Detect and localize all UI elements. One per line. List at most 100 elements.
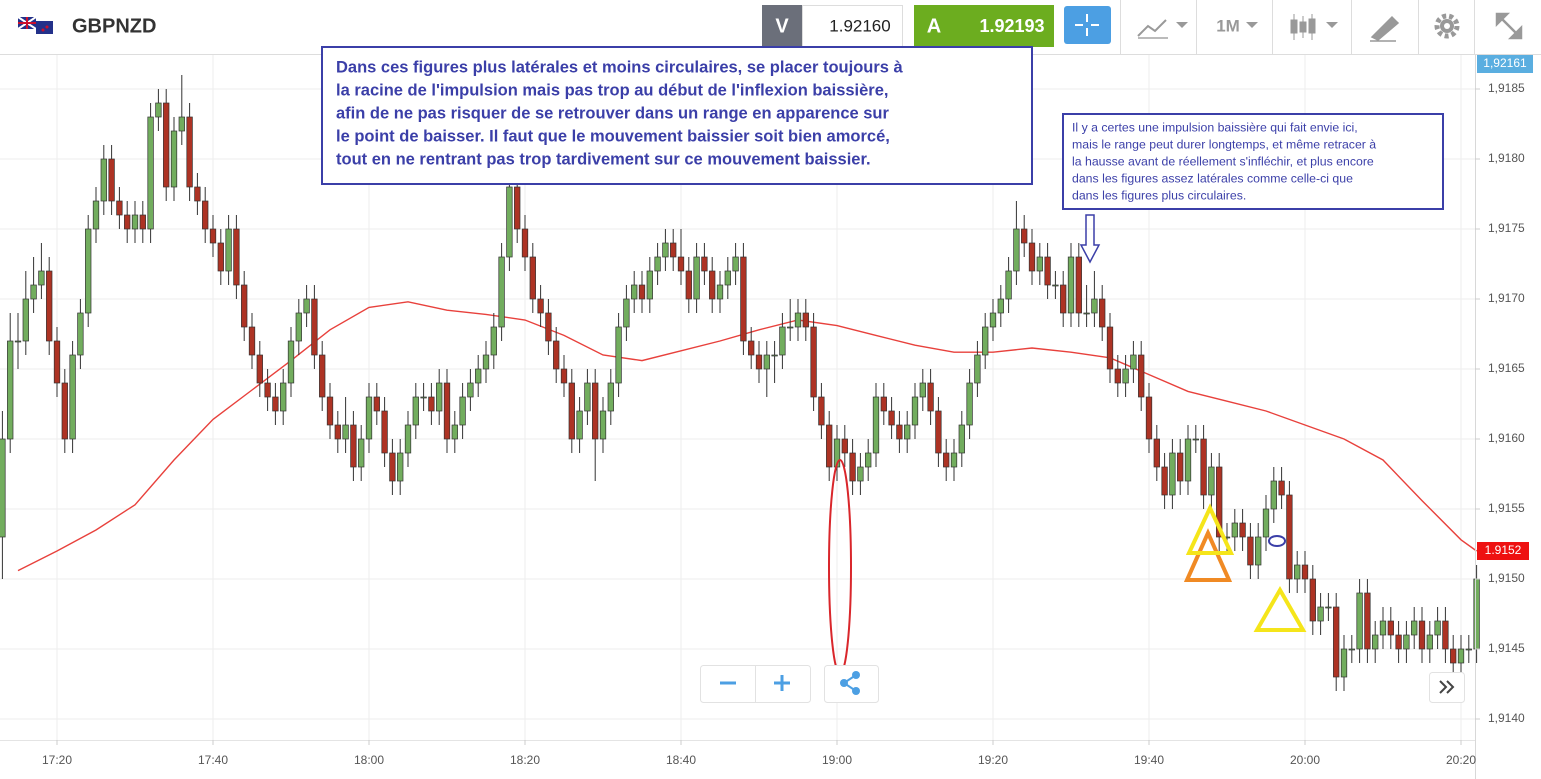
candle-body <box>139 214 146 230</box>
candle-body <box>1216 466 1223 538</box>
x-tick-label: 20:20 <box>1446 753 1476 767</box>
candle-body <box>958 424 965 454</box>
candle-body <box>771 354 778 357</box>
candle-body <box>553 340 560 370</box>
share-button[interactable] <box>824 665 879 703</box>
candle-body <box>927 382 934 412</box>
candle-body <box>1309 578 1316 622</box>
note-line: dans les figures plus circulaires. <box>1072 188 1246 202</box>
scroll-end-button[interactable] <box>1429 672 1465 703</box>
candle-body <box>779 326 786 356</box>
note-line: Il y a certes une impulsion baissière qu… <box>1072 120 1358 134</box>
candle-body <box>178 116 185 132</box>
candle-body <box>545 312 552 342</box>
crosshair-icon <box>1075 14 1099 36</box>
chart-type-button[interactable] <box>1137 19 1188 39</box>
buy-button[interactable] <box>914 5 1054 47</box>
candle-body <box>950 452 958 468</box>
candle-body <box>1005 270 1012 300</box>
candle-body <box>209 228 217 244</box>
candle-body <box>857 466 864 482</box>
candle-body <box>163 102 170 188</box>
drawing-button[interactable] <box>1370 15 1400 42</box>
candle-body <box>1333 606 1340 678</box>
candle-body <box>1091 298 1098 314</box>
candle-body <box>92 200 100 230</box>
candle-body <box>904 424 911 440</box>
x-tick-label: 18:20 <box>510 753 540 767</box>
side-note: Il y a certes une impulsion baissière qu… <box>1072 120 1376 202</box>
x-tick-label: 17:40 <box>198 753 228 767</box>
candle-body <box>131 214 139 230</box>
candle-body <box>373 396 380 412</box>
x-tick-label: 19:20 <box>978 753 1008 767</box>
axes: 1,9140 1,9145 1,9150 1,9155 1,9160 1,9165 1,91… <box>42 55 1533 767</box>
sell-price-box[interactable] <box>802 5 903 47</box>
candle-body <box>350 424 357 468</box>
candle-body <box>748 340 755 356</box>
zoom-in[interactable] <box>774 675 790 691</box>
candle-body <box>69 354 76 440</box>
candle-body <box>818 396 825 426</box>
candle-body <box>1145 396 1153 440</box>
bid-price-box <box>1477 55 1533 73</box>
candle-body <box>108 158 115 202</box>
candle-body <box>326 396 334 426</box>
sell-button[interactable] <box>762 5 802 47</box>
candle-body <box>1052 284 1059 287</box>
candle-body <box>1442 620 1449 650</box>
candle-body <box>1106 326 1114 370</box>
candle-body <box>272 396 279 412</box>
candle-body <box>490 326 497 356</box>
candle-body <box>826 424 833 468</box>
candle-body <box>787 326 794 329</box>
candle-body <box>693 256 700 300</box>
candle-body <box>740 256 747 342</box>
triangle-marker <box>1253 585 1307 632</box>
note-line: mais le range peut durer longtemps, et m… <box>1072 137 1376 151</box>
candle-body <box>334 424 341 440</box>
candle-body <box>1457 648 1465 664</box>
note-line: la racine de l'impulsion mais pas trop a… <box>336 81 889 99</box>
last-price-label: 1.9152 <box>1485 543 1522 557</box>
last-price-box <box>1477 542 1529 560</box>
candle-body <box>1473 578 1480 650</box>
candle-body <box>1270 480 1277 510</box>
candle-body <box>1411 620 1418 636</box>
candle-body <box>287 340 295 384</box>
down-arrow <box>1079 214 1101 264</box>
candle-body <box>381 410 388 454</box>
timeframe[interactable]: 1M <box>1216 16 1240 35</box>
candle-body <box>716 284 724 300</box>
candle-style-button[interactable] <box>1290 14 1338 40</box>
candle-body <box>233 228 240 286</box>
crosshair-button[interactable] <box>1064 6 1111 44</box>
candle-body <box>888 410 895 426</box>
candle-body <box>264 382 271 398</box>
candles <box>0 75 1480 691</box>
candle-body <box>1262 508 1270 538</box>
moving-average <box>17 301 1478 572</box>
fullscreen-button[interactable] <box>1495 12 1523 40</box>
candle-body <box>124 214 131 230</box>
small-ellipse <box>1268 535 1286 547</box>
candle-body <box>1028 242 1036 272</box>
settings-button[interactable] <box>1434 13 1460 39</box>
candle-body <box>1286 494 1293 580</box>
note-line: tout en ne rentrant pas trop tardivement… <box>336 150 871 168</box>
candle-body <box>514 186 521 230</box>
candle-body <box>147 116 154 230</box>
candle-body <box>794 312 802 328</box>
candle-body <box>1434 620 1441 636</box>
candle-body <box>412 396 419 426</box>
candle-body <box>592 382 599 440</box>
y-tick-label: 1,9165 <box>1488 361 1525 375</box>
candle-body <box>638 284 646 300</box>
candle-body <box>22 298 29 342</box>
sell-label: V <box>775 15 789 37</box>
candle-body <box>46 270 53 342</box>
candle-body <box>77 312 84 356</box>
candle-body <box>1130 354 1137 370</box>
y-tick-label: 1,9160 <box>1488 431 1525 445</box>
